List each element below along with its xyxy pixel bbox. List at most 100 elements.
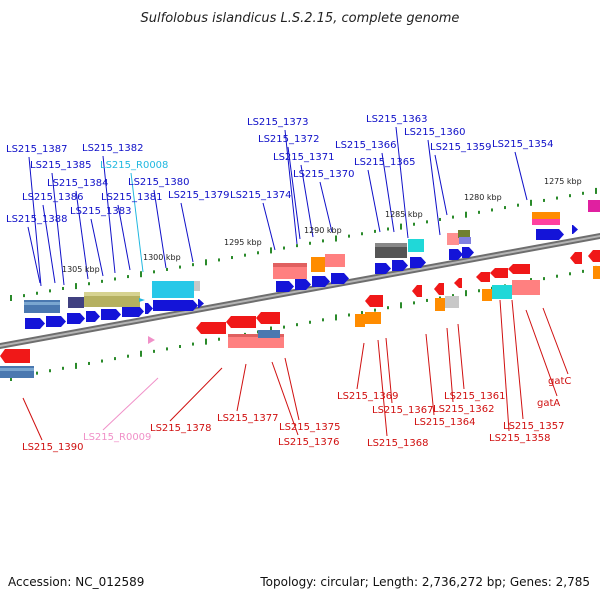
tick [127,354,129,358]
leader-line [27,226,41,284]
forward-gene-arrow [462,247,474,258]
tick [413,222,415,226]
feature-box [325,254,345,267]
forward-gene-label: LS215_1386 [22,192,83,203]
tick [530,199,532,206]
feature-box [492,285,512,299]
reverse-gene-label: LS215_1364 [414,417,475,428]
leader-line [153,189,167,269]
feature-box [532,219,560,225]
tick [49,369,51,373]
leader-line [457,323,465,390]
forward-gene-label: LS215_1384 [47,178,108,189]
feature-box [194,281,200,291]
coordinate-labels: 1275 kbp 1280 kbp 1285 kbp 1290 kbp 1295 kbp… [62,177,582,274]
tick [192,342,194,346]
feature-box [228,334,284,337]
tick [335,235,337,242]
tick [387,306,389,310]
forward-gene-arrow [392,260,408,271]
forward-gene-arrow [122,306,144,317]
tick [543,277,545,281]
tick [595,187,597,194]
reverse-gene-label: LS215_1362 [433,404,494,415]
tick [88,282,90,286]
reverse-gene-arrow [226,316,256,328]
forward-gene-arrow [101,309,121,320]
tick [400,223,402,230]
reverse-gene-arrow [588,250,600,262]
feature-box [365,312,381,324]
tick [478,289,480,293]
forward-gene-label: LS215_1380 [128,177,189,188]
reverse-gene-label: gatA [537,398,560,409]
tick [244,253,246,257]
tick [296,244,298,248]
leader-line [130,172,144,273]
coordinate-label: 1295 kbp [224,238,262,247]
tick [556,196,558,200]
tick [582,269,584,273]
tick [179,344,181,348]
tick [23,294,25,298]
feature-box [375,243,407,247]
feature-box [152,281,194,298]
feature-box [482,289,492,301]
reverse-gene-label: gatC [548,376,571,387]
tick [400,302,402,309]
forward-gene-label: LS215_1381 [101,192,162,203]
forward-gene-arrow [536,229,564,240]
tick [101,279,103,283]
leader-line [271,361,299,436]
forward-gene-label: LS215_1385 [30,160,91,171]
forward-gene-label: LS215_1363 [366,114,427,125]
tick [387,227,389,231]
leader-line [51,172,65,286]
feature-box [0,368,34,371]
forward-gene-arrow [295,279,311,290]
feature-box [512,280,540,295]
tick [361,232,363,236]
genome-title: Sulfolobus islandicus L.S.2.15, complete… [141,11,460,26]
reverse-gene-arrow [434,283,444,295]
tick [140,350,142,357]
forward-gene-arrow [375,263,391,274]
feature-box [447,233,459,245]
forward-gene-label: LS215_1359 [430,142,491,153]
coordinate-label: 1290 kbp [304,226,342,235]
tick [426,220,428,224]
coordinate-label: 1285 kbp [385,210,423,219]
reverse-gene-arrow [256,312,280,324]
feature-box [458,230,470,238]
reverse-gene-label: LS215_1361 [444,391,505,402]
forward-gene-arrow [276,281,294,292]
tick [270,247,272,254]
leader-line [385,337,393,404]
reverse-gene-arrow [454,278,462,288]
forward-gene-arrow [449,249,463,260]
feature-box [24,302,60,305]
leader-line [90,218,104,277]
coordinate-label: 1280 kbp [464,193,502,202]
leader-line [236,363,247,412]
tick [179,265,181,269]
label-leader-lines [22,126,569,441]
tick [257,251,259,255]
feature-box [445,296,459,308]
forward-gene-arrow [198,299,204,308]
forward-gene-label: LS215_1373 [247,117,308,128]
leader-line [499,299,510,432]
reverse-gene-label: LS215_1369 [337,391,398,402]
feature-box [532,212,560,221]
leader-line [284,129,298,245]
tick [283,246,285,250]
leader-line [284,357,300,421]
feature-box [24,300,60,313]
tick [374,229,376,233]
coordinate-label: 1275 kbp [544,177,582,186]
tick [49,289,51,293]
forward-gene-arrow [25,318,45,329]
tick [569,194,571,198]
feature-box [68,297,84,308]
